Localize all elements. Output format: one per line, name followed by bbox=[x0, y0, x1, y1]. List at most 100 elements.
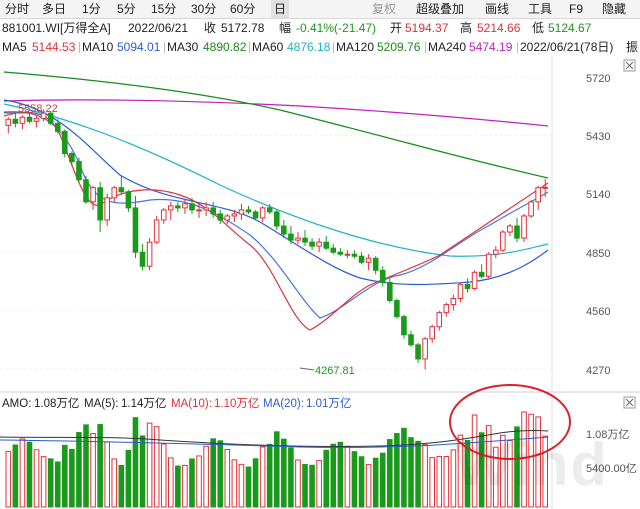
price-volume-chart[interactable]: 5720 5430 5140 4850 4560 4270 5558.22 42… bbox=[0, 57, 640, 509]
volume-bar bbox=[160, 443, 167, 508]
volume-panel-close-icon[interactable] bbox=[623, 396, 636, 409]
volume-bar bbox=[12, 444, 19, 508]
candle bbox=[528, 201, 534, 217]
volume-bar bbox=[210, 438, 216, 508]
hide-button[interactable]: 隐藏 bbox=[602, 2, 627, 16]
volume-bar bbox=[457, 434, 464, 508]
volume-bar bbox=[153, 426, 160, 508]
price-panel-close-icon[interactable] bbox=[623, 59, 636, 72]
candle bbox=[457, 283, 464, 300]
volume-bar bbox=[351, 451, 358, 508]
volume-bar bbox=[69, 448, 75, 508]
candle bbox=[379, 269, 386, 283]
tab-timeshare[interactable]: 分时 bbox=[5, 2, 30, 16]
candle bbox=[125, 191, 132, 209]
low-label: 低 bbox=[532, 21, 545, 35]
volume-ma10-value: 1.10万亿 bbox=[214, 397, 259, 410]
candle bbox=[288, 233, 294, 241]
volume-bars bbox=[5, 411, 549, 508]
candle bbox=[507, 225, 513, 233]
candle bbox=[478, 271, 485, 277]
volume-bar bbox=[90, 433, 96, 508]
ma60-value: 4876.18 bbox=[287, 40, 331, 54]
volume-bar bbox=[19, 438, 26, 508]
ma10-value: 5094.01 bbox=[117, 40, 161, 54]
candle bbox=[415, 344, 421, 360]
candle bbox=[19, 116, 26, 124]
volume-bar bbox=[104, 441, 111, 508]
volume-bar bbox=[323, 449, 330, 508]
candle bbox=[47, 112, 54, 124]
candle bbox=[5, 118, 12, 126]
ma30-label: MA30 bbox=[167, 40, 199, 54]
candle bbox=[118, 187, 125, 193]
candlestick-series bbox=[5, 109, 549, 370]
volume-bar bbox=[485, 425, 492, 508]
volume-bar bbox=[54, 461, 61, 508]
candle bbox=[62, 130, 68, 155]
moving-average-legend: MA5 5144.53 MA10 5094.01 MA30 4890.82 MA… bbox=[0, 38, 640, 56]
volume-bar bbox=[358, 456, 365, 508]
tab-multiday[interactable]: 多日 bbox=[42, 2, 67, 16]
candle bbox=[521, 215, 527, 239]
tools-button[interactable]: 工具 bbox=[528, 2, 553, 16]
watermark: Wind bbox=[455, 431, 610, 498]
volume-bar bbox=[224, 448, 231, 508]
volume-bar bbox=[5, 450, 12, 508]
low-annotation-leader bbox=[299, 367, 315, 371]
candle bbox=[33, 117, 40, 122]
candle bbox=[238, 209, 245, 215]
volume-bar bbox=[464, 440, 471, 508]
high-label: 高 bbox=[460, 21, 473, 35]
volume-bar bbox=[542, 435, 549, 508]
candle bbox=[394, 300, 400, 318]
tab-1min[interactable]: 1分 bbox=[82, 2, 101, 16]
f9-button[interactable]: F9 bbox=[569, 2, 584, 16]
candle bbox=[231, 213, 238, 217]
amo-label: AMO: bbox=[2, 398, 31, 410]
candle bbox=[259, 207, 266, 219]
candle bbox=[464, 283, 471, 289]
volume-bar bbox=[394, 433, 400, 508]
ma120-value: 5209.76 bbox=[377, 40, 421, 54]
candle bbox=[12, 118, 19, 124]
candle bbox=[302, 237, 308, 243]
tab-5min[interactable]: 5分 bbox=[117, 2, 136, 16]
tab-30min[interactable]: 30分 bbox=[191, 2, 217, 16]
candle bbox=[535, 187, 541, 203]
candle bbox=[217, 213, 224, 221]
price-tick: 5720 bbox=[586, 73, 610, 85]
high-annotation: 5558.22 bbox=[18, 103, 58, 115]
candle bbox=[224, 215, 231, 221]
candle bbox=[26, 116, 33, 122]
volume-bar bbox=[203, 445, 209, 508]
volume-bar bbox=[196, 455, 202, 508]
volume-bar bbox=[379, 452, 386, 508]
super-overlay-button[interactable]: 超级叠加 bbox=[416, 2, 465, 16]
draw-line-button[interactable]: 画线 bbox=[485, 2, 510, 16]
volume-bar bbox=[266, 443, 273, 508]
candle bbox=[316, 241, 322, 247]
tab-daily[interactable]: 日 bbox=[271, 0, 290, 18]
ma5-value: 5144.53 bbox=[32, 40, 76, 54]
tab-15min[interactable]: 15分 bbox=[151, 2, 177, 16]
volume-bar bbox=[47, 458, 54, 508]
volume-bar bbox=[288, 447, 294, 508]
volume-ma5-label: MA(5): bbox=[84, 398, 119, 410]
open-label: 开 bbox=[390, 21, 403, 35]
range-date-label: 2022/06/21(78日) bbox=[520, 38, 614, 56]
ma120-label: MA120 bbox=[336, 40, 375, 54]
amo-value: 1.08万亿 bbox=[34, 397, 79, 410]
candle bbox=[104, 197, 111, 221]
volume-bar bbox=[189, 458, 195, 508]
tab-60min[interactable]: 60分 bbox=[230, 2, 256, 16]
volume-bar bbox=[387, 439, 393, 508]
candle bbox=[358, 255, 365, 263]
candle bbox=[273, 211, 280, 227]
restore-rights-button[interactable]: 复权 bbox=[372, 2, 397, 16]
candle bbox=[387, 281, 393, 302]
volume-bar bbox=[97, 424, 103, 508]
candle bbox=[309, 241, 315, 247]
volume-bar bbox=[132, 417, 139, 508]
volume-tick: 1.08万亿 bbox=[586, 428, 629, 441]
